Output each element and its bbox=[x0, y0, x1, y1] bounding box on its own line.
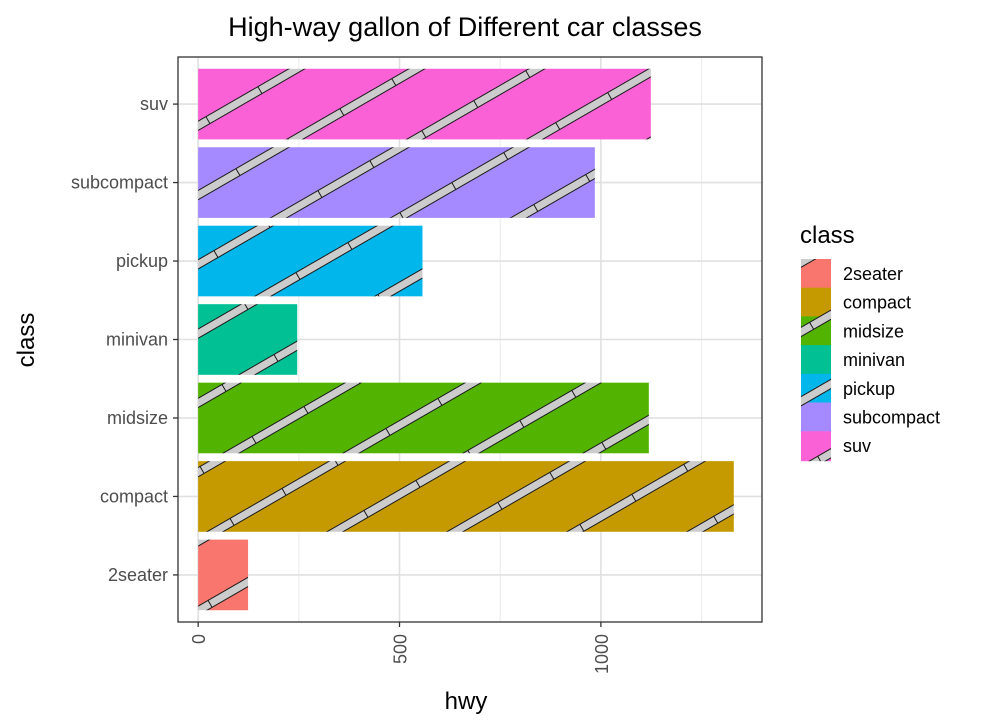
legend-label-compact: compact bbox=[843, 293, 911, 313]
bar-midsize bbox=[198, 382, 649, 454]
y-tick-label: midsize bbox=[107, 408, 168, 428]
bar-minivan bbox=[198, 304, 298, 375]
bar-2seater bbox=[198, 539, 249, 611]
legend-key-subcompact bbox=[801, 402, 831, 433]
bar-subcompact bbox=[198, 147, 595, 218]
y-tick-label: minivan bbox=[106, 330, 168, 350]
legend-key-minivan bbox=[801, 345, 831, 376]
legend-label-pickup: pickup bbox=[843, 379, 895, 399]
y-tick-label: compact bbox=[100, 486, 168, 506]
legend-key-midsize bbox=[801, 316, 831, 347]
legend-key-compact bbox=[801, 287, 831, 318]
x-axis: 0 500 1000 bbox=[189, 622, 612, 674]
bar-compact bbox=[198, 461, 734, 532]
legend-label-midsize: midsize bbox=[843, 321, 904, 341]
x-tick-label: 0 bbox=[189, 634, 209, 644]
y-tick-label: pickup bbox=[116, 251, 168, 271]
legend-label-minivan: minivan bbox=[843, 350, 905, 370]
chart-title: High-way gallon of Different car classes bbox=[228, 12, 702, 42]
legend-key-pickup bbox=[801, 373, 831, 404]
legend-title: class bbox=[800, 222, 855, 249]
y-axis-title: class bbox=[13, 313, 40, 368]
legend-label-suv: suv bbox=[843, 436, 871, 456]
y-tick-label: subcompact bbox=[71, 173, 168, 193]
bar-suv bbox=[198, 68, 651, 140]
y-axis: 2seater compact midsize minivan pickup subcom… bbox=[71, 94, 178, 585]
x-tick-label: 500 bbox=[391, 634, 411, 664]
legend: class 2seater compact midsize minivan pickup… bbox=[800, 222, 940, 462]
x-axis-title: hwy bbox=[445, 688, 488, 715]
legend-label-subcompact: subcompact bbox=[843, 408, 940, 428]
y-tick-label: 2seater bbox=[108, 565, 168, 585]
legend-key-suv bbox=[801, 431, 831, 462]
y-tick-label: suv bbox=[140, 94, 168, 114]
legend-label-2seater: 2seater bbox=[843, 264, 903, 284]
x-tick-label: 1000 bbox=[592, 634, 612, 674]
legend-key-2seater bbox=[801, 259, 831, 289]
bar-pickup bbox=[198, 225, 423, 297]
bars bbox=[198, 68, 734, 611]
